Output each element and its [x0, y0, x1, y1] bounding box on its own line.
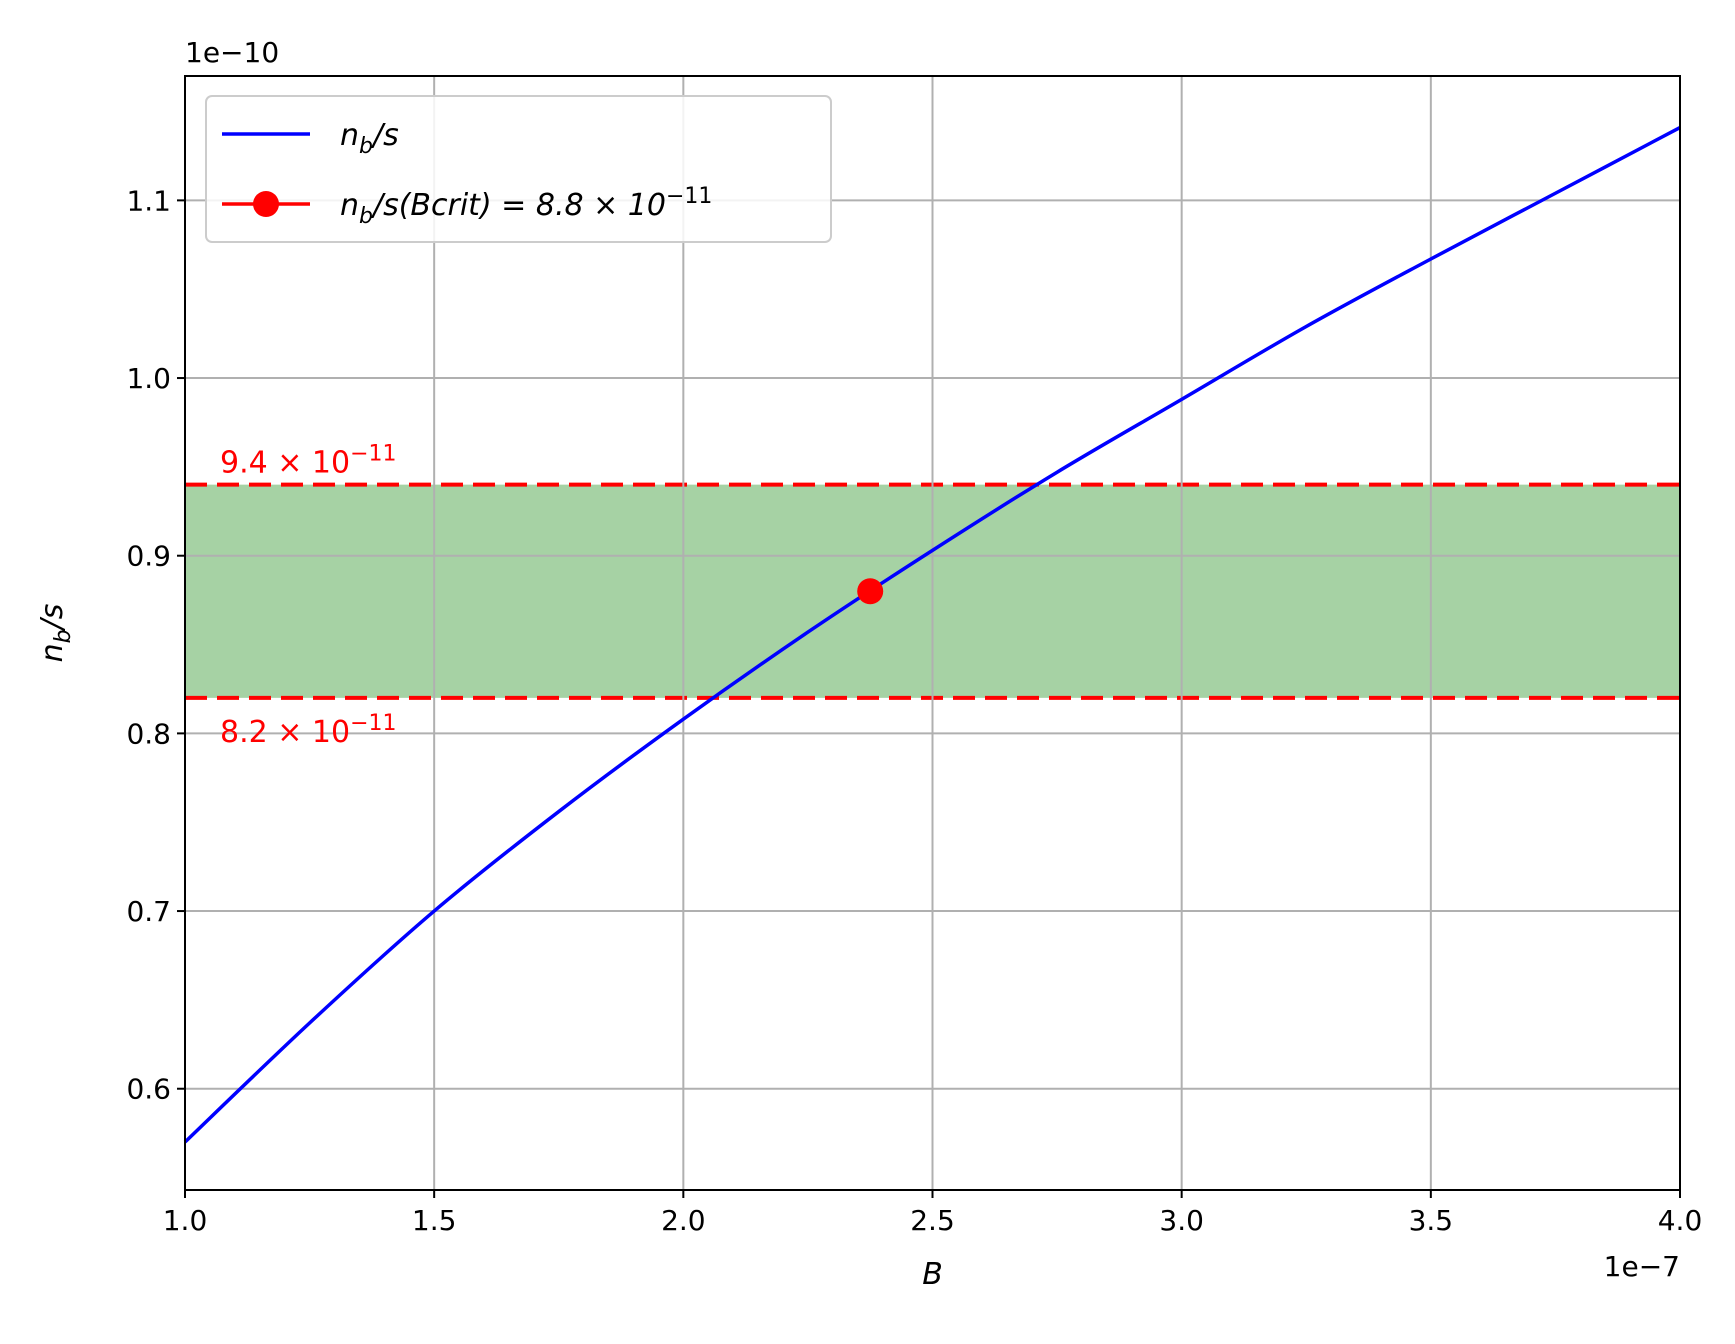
- band-lower-label: 8.2 × 10−11: [220, 711, 397, 750]
- x-tick-label: 1.5: [412, 1204, 457, 1237]
- y-tick-label: 1.0: [126, 362, 171, 395]
- series-layer: [183, 125, 1681, 1144]
- x-tick-label: 3.0: [1159, 1204, 1204, 1237]
- x-tick-label: 1.0: [163, 1204, 208, 1237]
- legend: nb/s nb/s(Bcrit) = 8.8 × 10−11: [205, 95, 832, 243]
- x-tick-label: 4.0: [1658, 1204, 1703, 1237]
- legend-swatch-marker: [253, 191, 279, 217]
- y-tick-label: 0.9: [126, 540, 171, 573]
- series-line: [183, 125, 1681, 1144]
- x-tick-label: 2.5: [910, 1204, 955, 1237]
- y-tick-label: 0.6: [126, 1073, 171, 1106]
- legend-box: [205, 95, 832, 243]
- x-offset-text: 1e−7: [1604, 1250, 1680, 1283]
- x-axis-label: B: [922, 1257, 943, 1292]
- band-upper-label: 9.4 × 10−11: [220, 442, 397, 481]
- tick-labels: 1.0 1.5 2.0 2.5 3.0 3.5 4.0 0.6 0.7 0.8 0.9 1.0 1.1: [126, 184, 1702, 1237]
- legend-entry-label: nb/s: [340, 118, 399, 159]
- y-tick-label: 0.7: [126, 895, 171, 928]
- x-tick-label: 3.5: [1409, 1204, 1454, 1237]
- x-tick-label: 2.0: [661, 1204, 706, 1237]
- y-offset-text: 1e−10: [185, 36, 279, 69]
- critical-point-marker: [857, 578, 884, 605]
- legend-entry-label: nb/s(Bcrit) = 8.8 × 10−11: [340, 184, 712, 229]
- y-tick-label: 1.1: [126, 184, 171, 217]
- y-axis-label: nb/s: [35, 604, 76, 663]
- y-tick-label: 0.8: [126, 717, 171, 750]
